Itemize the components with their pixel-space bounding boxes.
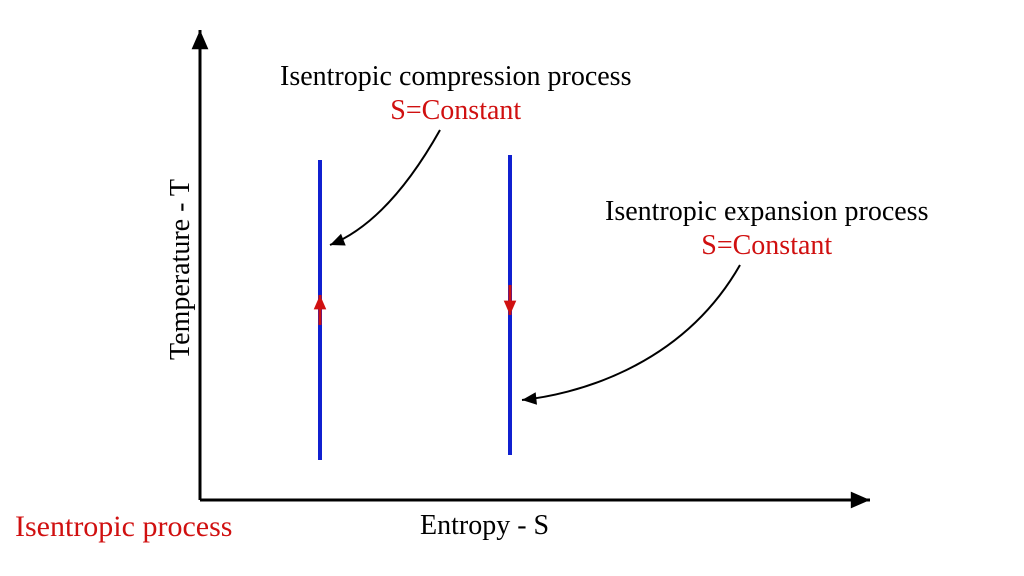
diagram-svg: [0, 0, 1024, 576]
